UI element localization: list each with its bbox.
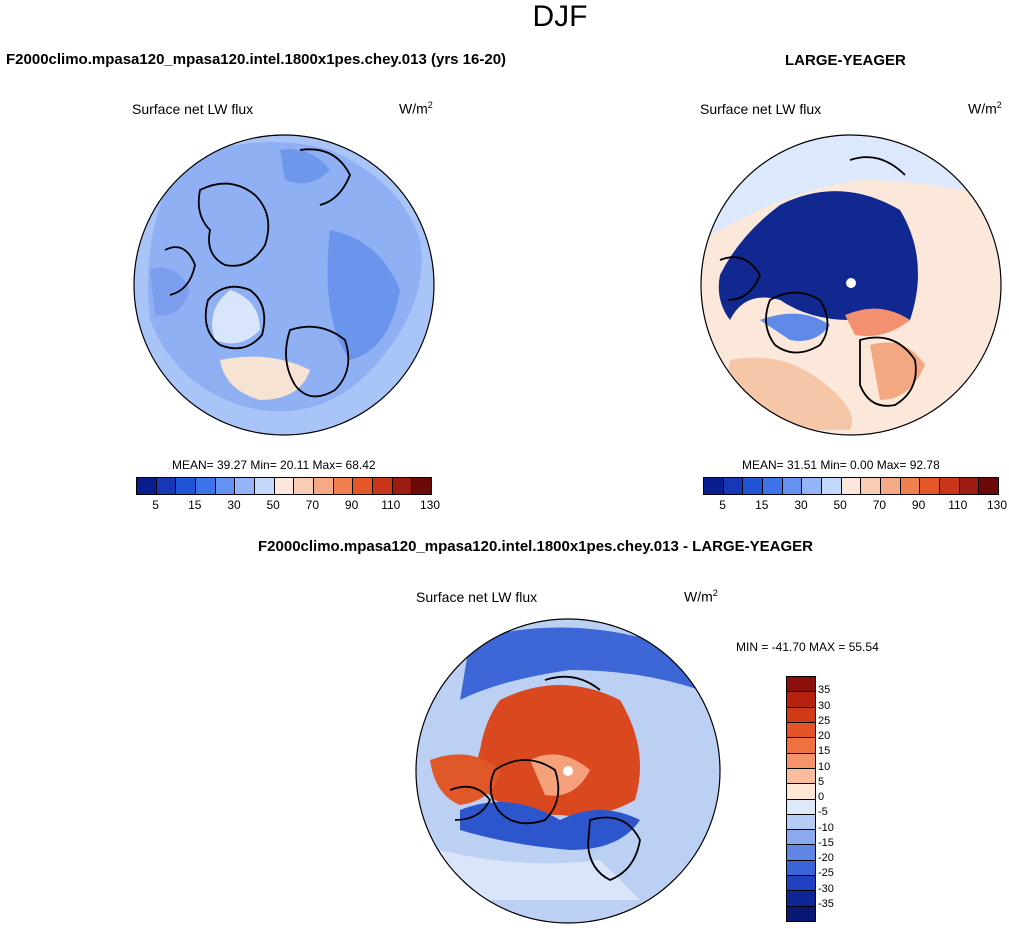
colorbar-tick-label: 20 [818,730,831,742]
colorbar-swatch [940,478,960,494]
colorbar-tick-label: 10 [818,760,831,773]
colorbar-swatch [763,478,783,494]
colorbar-swatch [787,753,815,769]
colorbar-swatch [787,906,815,921]
colorbar-swatch [392,478,413,494]
colorbar-tick-label: -35 [818,897,834,910]
colorbar-swatch [787,876,815,892]
panel-title-diff: F2000climo.mpasa120_mpasa120.intel.1800x… [258,538,814,555]
units-label-right: W/m2 [968,100,1002,117]
colorbar-swatch [900,478,921,494]
colorbar-swatch [137,478,157,494]
colorbar-tick-label: 5 [818,775,825,788]
map-diff-field [416,619,720,923]
map-model-field [134,135,434,435]
colorbar-tick-label: 130 [986,498,1008,512]
colorbar-swatch [787,860,815,877]
colorbar-swatch [841,478,862,494]
colorbar-tick-label: 25 [818,714,831,727]
colorbar-swatch [723,478,744,494]
colorbar-tick-label: 15 [755,498,769,512]
colorbar-swatch [196,478,216,494]
colorbar-swatch [787,722,815,739]
variable-label-left: Surface net LW flux [132,101,254,117]
colorbar-swatch [787,692,815,708]
colorbar-swatch [787,707,815,723]
colorbar-tick-label: 30 [794,498,808,512]
colorbar-swatch [787,768,815,785]
stats-obs: MEAN= 31.51 Min= 0.00 Max= 92.78 [742,458,940,472]
colorbar-swatch [979,478,999,494]
colorbar-tick-label: 30 [818,699,831,712]
colorbar-swatch [704,478,724,494]
colorbar-model [136,477,432,495]
colorbar-swatch [787,784,815,800]
colorbar-swatch [787,830,815,846]
colorbar-tick-label: 5 [719,498,726,512]
colorbar-tick-label: -15 [818,836,834,849]
colorbar-tick-label: -20 [818,852,834,864]
colorbar-swatch [743,478,764,494]
colorbar-obs [703,477,999,495]
colorbar-tick-label: 110 [948,498,968,512]
colorbar-tick-label: 15 [188,498,202,512]
colorbar-swatch [822,478,842,494]
colorbar-tick-label: 15 [818,745,831,758]
colorbar-tick-label: 50 [833,498,847,512]
colorbar-swatch [782,478,803,494]
colorbar-swatch [373,478,393,494]
variable-label-right: Surface net LW flux [700,101,822,117]
colorbar-swatch [959,478,980,494]
colorbar-swatch [156,478,177,494]
colorbar-swatch [176,478,197,494]
colorbar-tick-label: 130 [419,498,441,512]
colorbar-diff [786,676,816,922]
colorbar-swatch [787,677,815,693]
colorbar-swatch [274,478,295,494]
colorbar-tick-label: -10 [818,821,834,834]
colorbar-tick-label: 70 [872,498,887,512]
colorbar-swatch [787,814,815,831]
panel-title-model: F2000climo.mpasa120_mpasa120.intel.1800x… [6,51,507,68]
figure-season-title: DJF [532,0,588,33]
colorbar-tick-label: 35 [818,684,831,697]
colorbar-swatch [235,478,256,494]
colorbar-tick-label: 0 [818,791,825,803]
colorbar-tick-label: 110 [381,498,401,512]
units-label-diff: W/m2 [684,588,718,605]
colorbar-tick-label: 90 [344,498,359,512]
colorbar-tick-label: 50 [266,498,280,512]
colorbar-swatch [294,478,315,494]
colorbar-swatch [920,478,941,494]
colorbar-swatch [314,478,334,494]
colorbar-tick-label: -5 [818,806,828,819]
colorbar-tick-label: 90 [911,498,926,512]
map-obs-field [701,135,1001,435]
colorbar-swatch [787,738,815,754]
colorbar-tick-label: -25 [818,867,834,880]
colorbar-swatch [787,845,815,861]
colorbar-tick-label: 5 [152,498,159,512]
colorbar-swatch [215,478,236,494]
colorbar-swatch [787,799,815,815]
stats-diff: MIN = -41.70 MAX = 55.54 [736,640,879,654]
panel-title-obs: LARGE-YEAGER [785,52,906,69]
colorbar-tick-label: -30 [818,882,834,895]
colorbar-swatch [861,478,882,494]
colorbar-swatch [787,891,815,907]
colorbar-tick-label: 70 [305,498,320,512]
colorbar-swatch [353,478,374,494]
colorbar-swatch [255,478,275,494]
colorbar-swatch [881,478,901,494]
stats-model: MEAN= 39.27 Min= 20.11 Max= 68.42 [172,458,376,472]
variable-label-diff: Surface net LW flux [416,589,538,605]
units-label-left: W/m2 [399,100,433,117]
colorbar-swatch [802,478,823,494]
colorbar-tick-label: 30 [227,498,241,512]
colorbar-swatch [412,478,432,494]
colorbar-swatch [333,478,354,494]
